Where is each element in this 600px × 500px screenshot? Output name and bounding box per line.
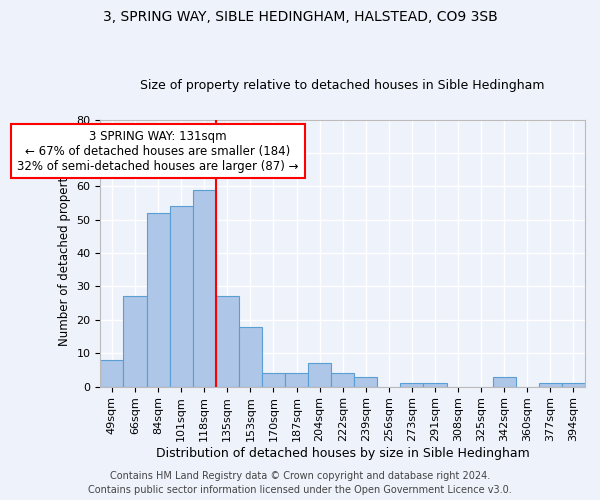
- Bar: [216, 296, 239, 386]
- Bar: [262, 373, 285, 386]
- X-axis label: Distribution of detached houses by size in Sible Hedingham: Distribution of detached houses by size …: [156, 447, 530, 460]
- Bar: [539, 384, 562, 386]
- Text: 3 SPRING WAY: 131sqm
← 67% of detached houses are smaller (184)
32% of semi-deta: 3 SPRING WAY: 131sqm ← 67% of detached h…: [17, 130, 299, 172]
- Bar: [308, 363, 331, 386]
- Y-axis label: Number of detached properties: Number of detached properties: [58, 160, 71, 346]
- Bar: [146, 213, 170, 386]
- Bar: [493, 376, 516, 386]
- Bar: [424, 384, 446, 386]
- Bar: [354, 376, 377, 386]
- Bar: [400, 384, 424, 386]
- Text: 3, SPRING WAY, SIBLE HEDINGHAM, HALSTEAD, CO9 3SB: 3, SPRING WAY, SIBLE HEDINGHAM, HALSTEAD…: [103, 10, 497, 24]
- Bar: [193, 190, 216, 386]
- Bar: [124, 296, 146, 386]
- Text: Contains HM Land Registry data © Crown copyright and database right 2024.
Contai: Contains HM Land Registry data © Crown c…: [88, 471, 512, 495]
- Title: Size of property relative to detached houses in Sible Hedingham: Size of property relative to detached ho…: [140, 79, 545, 92]
- Bar: [170, 206, 193, 386]
- Bar: [285, 373, 308, 386]
- Bar: [239, 326, 262, 386]
- Bar: [562, 384, 585, 386]
- Bar: [331, 373, 354, 386]
- Bar: [100, 360, 124, 386]
